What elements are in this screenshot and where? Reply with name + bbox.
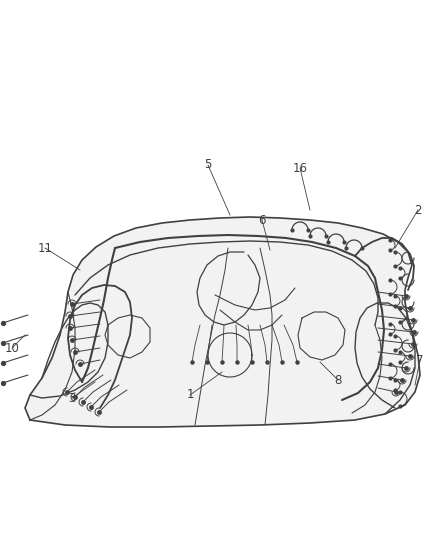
Text: 16: 16 <box>293 161 307 174</box>
Text: 5: 5 <box>204 158 212 172</box>
Text: 1: 1 <box>186 389 194 401</box>
Text: 11: 11 <box>38 241 53 254</box>
Polygon shape <box>25 217 420 427</box>
Text: 8: 8 <box>334 374 342 386</box>
Text: 2: 2 <box>414 204 422 216</box>
Text: 10: 10 <box>4 342 19 354</box>
Text: 7: 7 <box>416 353 424 367</box>
Text: 6: 6 <box>258 214 266 227</box>
Text: 3: 3 <box>68 392 76 405</box>
